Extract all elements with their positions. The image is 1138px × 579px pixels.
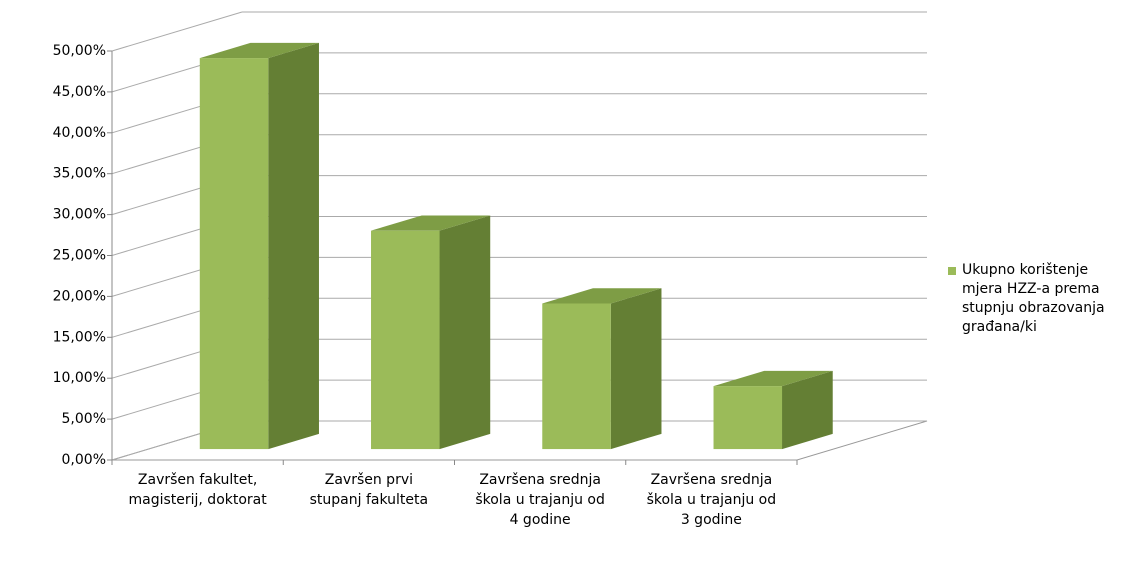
bar-front <box>371 230 440 450</box>
y-tick-label: 35,00% <box>53 166 106 182</box>
grid-line <box>111 11 243 52</box>
bar-top <box>199 42 319 59</box>
y-tick-label: 30,00% <box>53 207 106 223</box>
bar-side <box>610 288 662 450</box>
x-tick-label: Završena srednja škola u trajanju od 4 g… <box>475 472 605 528</box>
bar <box>542 288 662 450</box>
y-tick-label: 5,00% <box>62 411 106 427</box>
bar-side <box>782 370 833 450</box>
y-tick-label: 10,00% <box>53 370 106 386</box>
bar-side <box>268 42 319 450</box>
x-tick-label: Završen prvi stupanj fakulteta <box>309 472 429 508</box>
bar-front <box>199 58 269 450</box>
y-tick-label: 0,00% <box>62 452 106 468</box>
bar-top <box>713 370 833 387</box>
y-tick-label: 45,00% <box>53 84 106 100</box>
bar <box>371 215 491 450</box>
bar <box>199 42 319 450</box>
bar-top <box>542 288 662 304</box>
bar-side <box>439 215 491 450</box>
y-tick-label: 25,00% <box>53 248 106 264</box>
bar-front <box>542 303 611 450</box>
x-tick-label: Završen fakultet, magisterij, doktorat <box>128 472 267 508</box>
legend-swatch <box>948 267 956 275</box>
y-tick-label: 50,00% <box>53 43 106 59</box>
legend-label: Ukupno korištenje mjera HZZ-a prema stup… <box>962 262 1105 335</box>
y-tick-label: 40,00% <box>53 125 106 141</box>
x-tick-label: Završena srednja škola u trajanju od 3 g… <box>646 472 777 528</box>
bar-front <box>713 386 783 450</box>
y-tick-label: 20,00% <box>53 288 106 304</box>
y-tick-label: 15,00% <box>53 329 106 345</box>
bar-top <box>371 215 491 231</box>
bar <box>713 370 833 450</box>
